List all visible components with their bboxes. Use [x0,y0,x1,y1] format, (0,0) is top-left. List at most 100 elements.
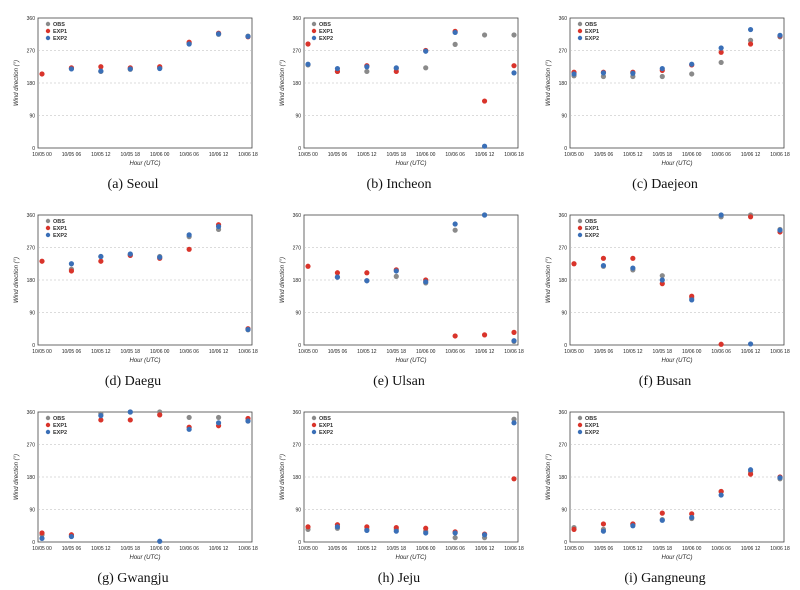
legend-label-exp2: EXP2 [53,430,67,436]
data-point-exp2 [98,68,104,74]
y-tick-label: 270 [27,48,36,54]
chart-svg-jeju: 0 90 180 270 360 10/05 00 10/05 06 10/05 12 10/0… [280,410,524,586]
x-tick-label: 10/06 18 [770,349,790,355]
data-point-obs [481,32,488,38]
caption-jeju: (h) Jeju [378,571,420,586]
caption-daegu: (d) Daegu [105,374,161,389]
x-tick-label: 10/06 12 [475,152,495,158]
x-tick-label: 10/06 18 [238,349,258,355]
x-tick-label: 10/06 12 [475,546,495,552]
data-point-obs [452,41,458,47]
data-point-exp2 [511,338,517,344]
x-tick-label: 10/05 12 [91,546,111,552]
y-tick-label: 180 [559,81,568,87]
caption-ulsan: (e) Ulsan [373,374,425,389]
data-point-exp2 [481,212,488,218]
data-point-exp2 [452,530,458,536]
data-point-exp1 [481,332,488,338]
x-tick-label: 10/05 18 [653,349,673,355]
data-point-exp2 [600,528,607,534]
x-tick-label: 10/06 00 [416,546,436,552]
data-point-obs [718,59,724,66]
x-tick-label: 10/05 00 [298,546,318,552]
x-tick-label: 10/05 18 [121,152,141,158]
data-point-exp1 [127,417,133,423]
data-point-exp2 [98,253,104,260]
data-point-exp2 [630,265,636,271]
data-point-exp1 [571,526,577,532]
data-point-exp2 [215,420,222,426]
x-tick-label: 10/06 06 [445,152,465,158]
legend-label-exp2: EXP2 [53,36,67,42]
data-point-exp2 [689,514,695,521]
data-point-exp2 [777,32,783,38]
x-tick-label: 10/05 18 [387,546,407,552]
data-point-exp2 [777,475,783,481]
legend-label-exp2: EXP2 [585,36,599,42]
y-tick-label: 180 [293,475,302,481]
x-tick-label: 10/06 18 [238,152,258,158]
legend-label-exp2: EXP2 [585,430,599,436]
chart-panel-busan: 0 90 180 270 360 10/05 00 10/05 06 10/05 12 10/0… [532,197,798,393]
legend-label-exp1: EXP1 [53,423,67,429]
data-point-obs [186,414,192,421]
chart-svg-incheon: 0 90 180 270 360 10/05 00 10/05 06 10/05 12 10/0… [280,16,524,192]
legend-marker-exp1 [45,422,51,428]
x-tick-label: 10/06 06 [445,546,465,552]
x-tick-label: 10/06 00 [150,152,170,158]
x-tick-label: 10/05 18 [653,152,673,158]
chart-svg-gangneung: 0 90 180 270 360 10/05 00 10/05 06 10/05 12 10/0… [546,410,790,586]
y-tick-label: 0 [32,146,35,152]
legend-marker-obs [45,218,51,224]
legend-marker-exp2 [45,429,51,435]
x-tick-label: 10/06 06 [179,349,199,355]
data-point-exp2 [127,251,133,257]
data-point-exp2 [68,261,75,267]
legend-marker-obs [45,415,51,421]
x-tick-label: 10/05 06 [594,152,614,158]
data-point-exp2 [600,262,607,269]
data-point-exp2 [245,33,251,40]
data-point-exp2 [39,535,45,541]
data-point-exp1 [511,329,517,335]
x-tick-label: 10/06 18 [504,349,524,355]
data-point-exp1 [98,64,104,70]
data-point-exp2 [511,70,517,76]
x-axis-label: Hour (UTC) [130,555,161,561]
data-point-exp2 [215,31,222,37]
x-tick-label: 10/05 06 [594,546,614,552]
data-point-exp1 [39,71,45,77]
y-axis-label: Wind direction (°) [14,257,20,303]
y-tick-label: 90 [29,310,35,316]
legend-marker-exp2 [311,429,317,435]
legend-label-exp1: EXP1 [53,29,67,35]
legend-label-obs: OBS [585,22,597,28]
y-axis-label: Wind direction (°) [546,454,552,500]
x-tick-label: 10/05 00 [298,152,318,158]
y-tick-label: 270 [293,48,302,54]
x-tick-label: 10/05 12 [357,546,377,552]
x-tick-label: 10/05 00 [564,152,584,158]
x-tick-label: 10/05 06 [594,349,614,355]
legend-label-exp2: EXP2 [319,36,333,42]
y-tick-label: 270 [27,245,36,251]
data-point-exp1 [511,476,517,482]
data-point-exp2 [718,212,724,218]
x-tick-label: 10/05 06 [328,546,348,552]
y-axis-label: Wind direction (°) [546,60,552,106]
x-tick-label: 10/06 06 [711,152,731,158]
data-point-exp1 [511,63,517,69]
y-tick-label: 270 [27,442,36,448]
x-tick-label: 10/06 18 [504,152,524,158]
legend-marker-exp2 [45,232,51,238]
data-point-exp2 [630,523,636,529]
data-point-exp2 [452,29,458,36]
data-point-exp2 [718,45,724,51]
data-point-exp2 [777,227,783,233]
data-point-exp2 [747,26,754,33]
y-tick-label: 90 [295,507,301,513]
x-tick-label: 10/05 12 [357,349,377,355]
y-tick-label: 90 [29,507,35,513]
x-tick-label: 10/05 06 [62,546,82,552]
data-point-exp2 [423,530,429,536]
